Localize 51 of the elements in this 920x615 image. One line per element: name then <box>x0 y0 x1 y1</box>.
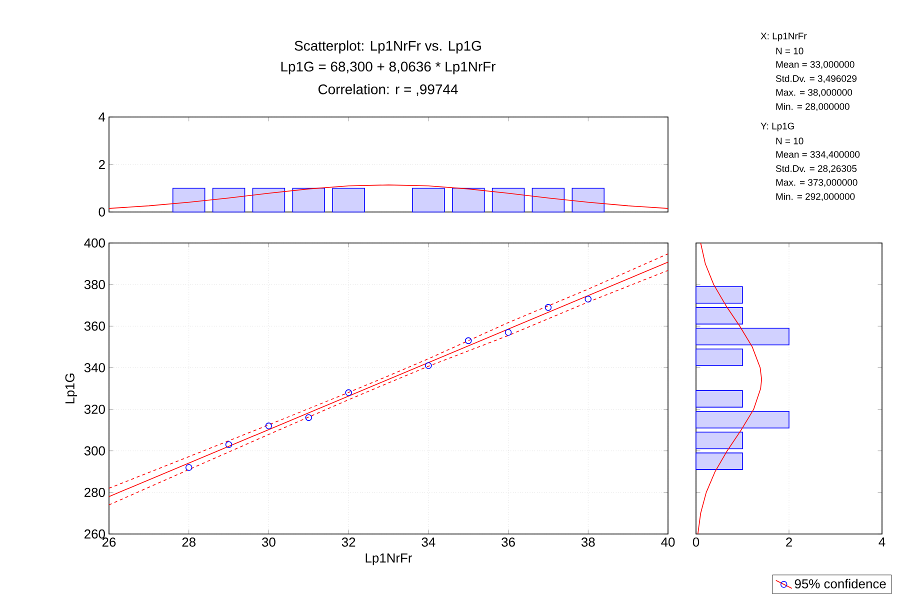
y-tick-label: 340 <box>84 363 105 372</box>
text: N = 10 <box>776 138 804 144</box>
x-tick-label: 38 <box>581 538 595 547</box>
point <box>185 464 192 471</box>
y-tick-label: 320 <box>84 404 105 414</box>
x-tick-label: 0 <box>692 538 700 547</box>
text: Std.Dv. = 3,496029 <box>776 74 857 84</box>
line-series <box>108 184 668 209</box>
x-tick-label: 2 <box>786 538 792 547</box>
x-tick-label: 40 <box>661 538 675 547</box>
x-tick-label: 32 <box>342 538 356 547</box>
x-tick-label: 30 <box>262 538 276 547</box>
y-tick-label: 0 <box>98 207 105 217</box>
text: Std.Dv. = 28,26305 <box>776 164 857 174</box>
y-tick-label: 4 <box>98 112 106 122</box>
point <box>584 296 592 303</box>
point <box>544 304 552 311</box>
y-tick-label: 380 <box>84 280 105 290</box>
text: Mean = 33,000000 <box>776 61 854 69</box>
y-tick-label: 300 <box>84 446 105 456</box>
y-axis-title: Lp1G <box>65 374 78 404</box>
text: Y: Lp1G <box>760 122 794 132</box>
point <box>305 414 312 421</box>
x-tick-label: 26 <box>102 538 116 547</box>
chart-title: Scatterplot: Lp1NrFr vs. Lp1G <box>294 40 481 54</box>
point <box>425 362 432 370</box>
text: Mean = 334,400000 <box>776 151 860 159</box>
text: Min. = 292,000000 <box>776 192 855 202</box>
text: X: Lp1NrFr <box>760 32 807 42</box>
x-tick-label: 34 <box>422 538 436 547</box>
x-tick-label: 28 <box>182 538 196 547</box>
legend-label: 95% confidence <box>794 578 886 588</box>
text: Max. = 373,000000 <box>776 179 858 187</box>
point <box>225 441 232 448</box>
x-tick-label: 4 <box>878 538 886 546</box>
x-axis-title: Lp1NrFr <box>366 554 412 566</box>
point <box>345 389 352 396</box>
text: N = 10 <box>776 48 804 54</box>
text: Min. = 28,000000 <box>776 102 850 112</box>
point <box>265 422 272 430</box>
x-tick-label: 36 <box>502 538 515 547</box>
point <box>504 328 512 336</box>
point <box>464 337 472 344</box>
text: Max. = 38,000000 <box>776 89 852 97</box>
y-tick-label: 360 <box>84 322 105 331</box>
y-tick-label: 400 <box>84 238 105 248</box>
chart-subtitle: Lp1G = 68,300 + 8,0636 * Lp1NrFr <box>281 62 496 74</box>
text: Correlation: r = ,99744 <box>318 84 458 96</box>
y-tick-label: 280 <box>84 488 105 498</box>
y-tick-label: 260 <box>84 529 105 539</box>
y-tick-label: 2 <box>98 160 105 170</box>
